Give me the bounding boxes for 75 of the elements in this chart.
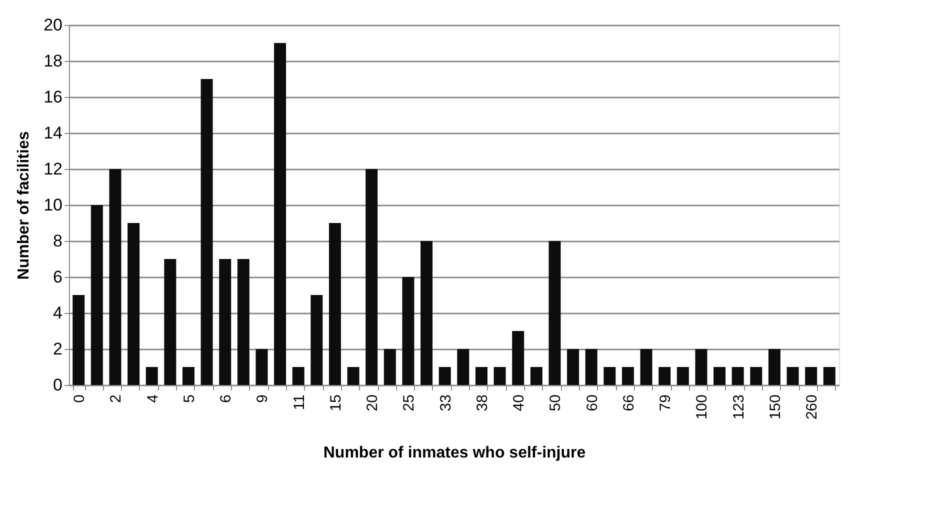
bar — [494, 367, 506, 385]
y-tick-label: 2 — [53, 340, 62, 358]
x-tick-label: 9 — [254, 394, 272, 403]
y-axis-title: Number of facilities — [16, 131, 33, 280]
bar — [512, 331, 524, 385]
bar — [676, 367, 689, 385]
bar — [604, 367, 616, 385]
bar — [384, 349, 396, 385]
bar — [567, 349, 580, 385]
bar — [72, 295, 85, 385]
y-tick-label: 18 — [44, 52, 62, 70]
x-tick-label: 66 — [620, 394, 638, 412]
x-tick-label: 15 — [327, 394, 344, 412]
x-tick-label: 38 — [474, 394, 491, 412]
x-tick-label: 150 — [766, 394, 784, 420]
y-tick-label: 4 — [53, 304, 62, 322]
x-tick-label: 2 — [108, 394, 125, 403]
x-tick-label: 0 — [71, 394, 88, 403]
x-tick-label: 5 — [180, 394, 198, 403]
y-tick-label: 14 — [44, 124, 62, 142]
x-tick-label: 40 — [510, 394, 528, 412]
bar — [274, 43, 286, 385]
bar — [786, 367, 799, 385]
y-tick-label: 10 — [44, 196, 62, 214]
y-tick-label: 12 — [44, 160, 62, 178]
bar — [805, 367, 818, 385]
x-tick-label: 4 — [144, 394, 162, 403]
bar — [457, 349, 470, 385]
y-tick-label: 6 — [53, 268, 62, 286]
bar — [823, 367, 836, 385]
bar — [146, 367, 158, 385]
x-tick-label: 60 — [584, 394, 601, 412]
bar — [109, 169, 122, 385]
bar — [714, 367, 726, 385]
x-tick-label: 123 — [730, 394, 748, 420]
bar — [658, 367, 671, 385]
bar — [750, 367, 762, 385]
x-axis-title: Number of inmates who self-injure — [323, 444, 586, 462]
x-tick-label: 260 — [804, 394, 821, 420]
bar — [475, 367, 488, 385]
bar — [219, 259, 232, 385]
x-tick-label: 6 — [218, 394, 235, 403]
bar — [438, 367, 451, 385]
x-tick-label: 25 — [400, 394, 418, 412]
y-tick-label: 16 — [44, 88, 62, 106]
bar — [548, 241, 561, 385]
bar — [768, 349, 780, 385]
bar — [640, 349, 652, 385]
bar — [695, 349, 708, 385]
x-tick-label: 20 — [364, 394, 382, 412]
bar — [402, 277, 414, 385]
bar — [200, 79, 213, 385]
bar — [128, 223, 140, 385]
bar — [328, 223, 341, 385]
bar — [256, 349, 268, 385]
bar — [622, 367, 634, 385]
bar — [237, 259, 250, 385]
y-tick-label: 8 — [53, 232, 62, 250]
bar — [347, 367, 360, 385]
x-tick-label: 79 — [657, 394, 674, 412]
bar — [366, 169, 378, 385]
bar — [310, 295, 323, 385]
bar — [90, 205, 103, 385]
x-tick-label: 11 — [290, 394, 308, 410]
x-tick-label: 50 — [547, 394, 564, 412]
bar — [292, 367, 304, 385]
bar — [732, 367, 744, 385]
bar — [182, 367, 194, 385]
bar — [164, 259, 176, 385]
y-tick-label: 20 — [44, 16, 62, 34]
x-tick-label: 33 — [437, 394, 454, 412]
bar — [585, 349, 598, 385]
x-tick-label: 100 — [694, 394, 711, 420]
bar — [420, 241, 433, 385]
bar — [530, 367, 542, 385]
